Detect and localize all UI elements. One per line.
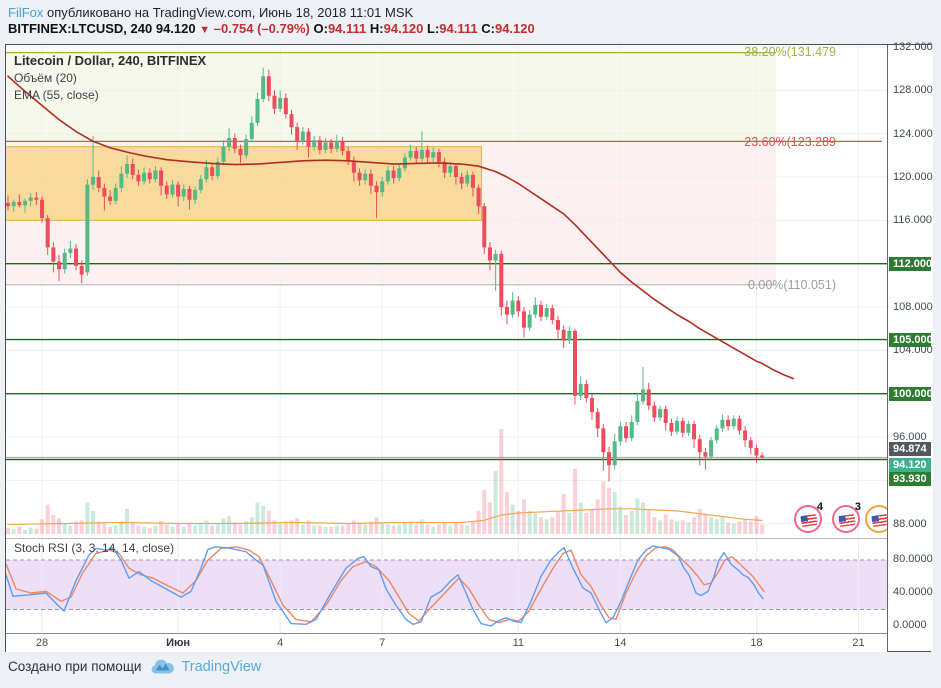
high-value: 94.120 [383, 21, 424, 36]
created-with-text: Создано при помощи [8, 659, 142, 674]
price-badge-green: 100.000 [889, 386, 933, 401]
us-flag-icon [800, 513, 818, 528]
footer: Создано при помощи TradingView [8, 658, 261, 675]
down-arrow-icon: ▼ [199, 24, 211, 36]
series-title[interactable]: Litecoin / Dollar, 240, BITFINEX [14, 53, 207, 68]
attribution-text: опубликовано на TradingView.com, Июнь 18… [43, 5, 414, 20]
events-marker-us-flag[interactable]: 4 [794, 501, 823, 533]
time-axis[interactable]: 28 Июн 4 7 11 14 18 21 [6, 633, 887, 652]
close-label: C: [481, 21, 495, 36]
time-axis-label: 14 [614, 637, 627, 649]
time-axis-label: Июн [166, 637, 191, 649]
time-axis-label: 21 [852, 637, 865, 649]
fib-382-label: 38.20%(131.479 [744, 45, 836, 59]
time-axis-label: 11 [512, 637, 525, 649]
events-marker-us-flag[interactable]: 7 [865, 505, 887, 533]
main-price-pane[interactable]: Litecoin / Dollar, 240, BITFINEX Объём (… [6, 45, 887, 537]
close-value: 94.120 [494, 21, 535, 36]
stoch-axis-label: 0.0000 [893, 619, 927, 631]
price-axis-label: 96.000 [893, 431, 927, 444]
filfox-link[interactable]: FilFox [8, 5, 44, 20]
price-axis-label: 104.000 [893, 344, 933, 357]
stoch-axis-label: 80.0000 [893, 553, 933, 565]
tradingview-brand-link[interactable]: TradingView [181, 658, 262, 675]
time-axis-label: 4 [277, 637, 284, 649]
price-axis[interactable]: 132.000 128.000 124.000 120.000 116.000 108.0… [887, 41, 933, 651]
stoch-rsi-label[interactable]: Stoch RSI (3, 3, 14, 14, close) [14, 541, 175, 555]
chart-frame: Litecoin / Dollar, 240, BITFINEX Объём (… [5, 41, 933, 652]
open-label: O: [313, 21, 328, 36]
symbol-label[interactable]: BITFINEX:LTCUSD, 240 [8, 21, 153, 36]
price-axis-label: 132.000 [893, 41, 933, 53]
events-marker-us-flag[interactable]: 3 [832, 501, 861, 533]
last-price: 94.120 [155, 21, 196, 36]
candlestick-chart[interactable] [6, 45, 887, 537]
price-badge-green: 105.000 [889, 332, 933, 347]
time-axis-label: 28 [35, 637, 49, 649]
price-axis-label: 108.000 [893, 301, 933, 314]
attribution-line: FilFox опубликовано на TradingView.com, … [8, 5, 413, 20]
time-axis-label: 18 [750, 637, 763, 649]
price-badge-gray: 94.874 [889, 442, 931, 457]
us-flag-icon [838, 513, 856, 528]
time-axis-label: 7 [379, 637, 386, 649]
high-label: H: [369, 21, 384, 36]
price-change: –0.754 (–0.79%) [213, 21, 310, 36]
low-value: 94.111 [439, 21, 478, 36]
fib-0-label: 0.00%(110.051) [747, 278, 836, 292]
events-count: 3 [854, 501, 861, 513]
price-badge-green: 93.930 [889, 472, 931, 487]
stoch-rsi-pane[interactable]: Stoch RSI (3, 3, 14, 14, close) [6, 538, 887, 634]
ema-study-label[interactable]: EMA (55, close) [14, 88, 99, 102]
price-axis-label: 116.000 [893, 214, 932, 227]
tradingview-logo-icon[interactable] [151, 658, 175, 675]
price-axis-label: 128.000 [893, 84, 933, 97]
price-axis-label: 120.000 [893, 171, 933, 184]
fib-236-label: 23.60%(123.289 [744, 135, 836, 149]
chart-legend: Litecoin / Dollar, 240, BITFINEX Объём (… [14, 53, 206, 105]
price-badge-teal: 94.120 [889, 457, 931, 472]
us-flag-icon [871, 513, 887, 528]
stoch-rsi-chart[interactable] [6, 539, 887, 633]
events-count: 4 [816, 501, 823, 513]
low-label: L: [427, 21, 440, 36]
price-axis-label: 124.000 [893, 127, 933, 140]
stoch-axis-label: 40.0000 [893, 586, 933, 598]
open-value: 94.111 [327, 21, 367, 36]
price-axis-label: 88.000 [893, 517, 927, 530]
price-badge-green: 112.000 [889, 256, 932, 271]
symbol-status-line: BITFINEX:LTCUSD, 240 94.120 ▼ –0.754 (–0… [8, 21, 535, 36]
volume-study-label[interactable]: Объём (20) [14, 71, 77, 85]
